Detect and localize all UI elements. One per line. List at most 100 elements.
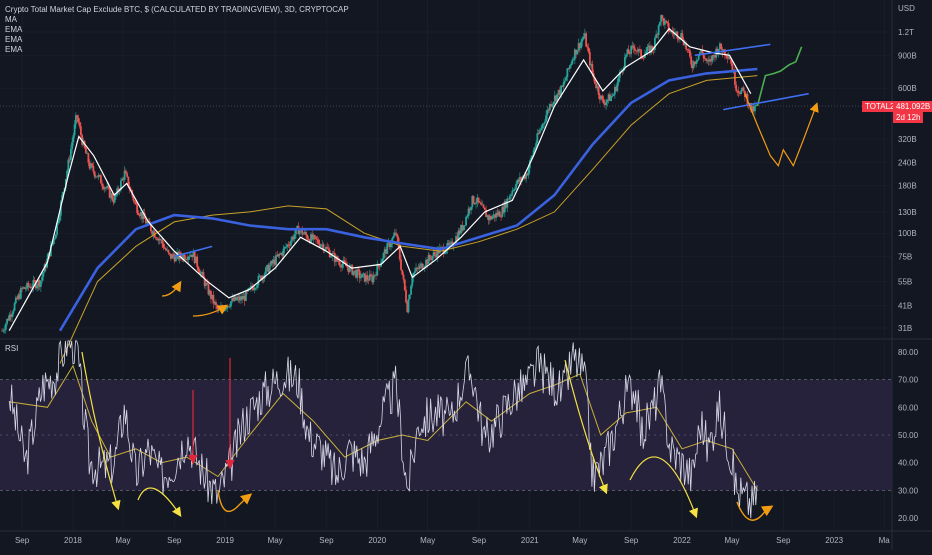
candle-body [303, 231, 306, 234]
candle-body [367, 279, 370, 281]
candle-body [465, 216, 467, 226]
price-tick-label: 130B [898, 208, 917, 217]
candle-body [47, 252, 50, 259]
candle-body [685, 42, 688, 50]
candle-body [6, 318, 8, 324]
candle-body [730, 59, 733, 64]
candle-body [205, 282, 207, 286]
legend-ema-1[interactable]: EMA [5, 25, 23, 34]
candle-body [532, 150, 535, 156]
candle-body [215, 301, 217, 306]
candle-body [606, 99, 609, 102]
candle-body [496, 212, 499, 216]
candle-body [427, 255, 430, 264]
candle-body [456, 236, 459, 240]
candle-body [510, 194, 512, 197]
legend-ema-2[interactable]: EMA [5, 35, 23, 44]
candle-body [293, 234, 296, 240]
series-layer [1, 14, 803, 519]
candle-body [348, 266, 351, 273]
candle-body [185, 259, 187, 260]
candle-body [431, 256, 434, 261]
candle-body [562, 82, 565, 87]
candle-body [2, 330, 5, 332]
candle-body [602, 99, 605, 104]
candle-body [109, 193, 112, 198]
candle-body [343, 260, 346, 263]
candle-body [145, 218, 147, 224]
candle-body [443, 253, 446, 254]
candle-body [401, 269, 404, 275]
candle-body [241, 296, 244, 300]
candle-body [96, 176, 99, 178]
candle-body [741, 87, 744, 91]
candle-body [498, 211, 501, 217]
rsi-label[interactable]: RSI [5, 344, 19, 353]
candle-body [33, 280, 36, 282]
candle-body [608, 94, 611, 102]
rsi-line [8, 340, 758, 519]
rsi-tick-label: 20.00 [898, 514, 919, 523]
candle-body [627, 49, 630, 54]
candle-body [612, 94, 615, 96]
candle-body [17, 294, 20, 300]
candle-body [277, 254, 280, 257]
candle-body [155, 237, 157, 239]
candle-body [751, 106, 754, 112]
candle-body [701, 49, 704, 54]
candle-body [14, 297, 17, 304]
candle-body [321, 244, 324, 246]
candle-body [61, 195, 64, 202]
x-tick-label: 2022 [673, 536, 691, 545]
candle-body [97, 175, 100, 178]
candle-body [558, 89, 561, 96]
candle-body [56, 222, 59, 235]
candle-body [436, 248, 439, 258]
candle-body [600, 95, 603, 100]
legend-ema-3[interactable]: EMA [5, 45, 23, 54]
candle-body [692, 61, 695, 69]
candle-body [626, 49, 629, 55]
candle-body [151, 231, 154, 235]
rsi-tick-label: 50.00 [898, 431, 919, 440]
candle-body [102, 186, 105, 190]
x-tick-label: 2021 [521, 536, 539, 545]
candle-body [18, 294, 21, 299]
candle-body [508, 196, 511, 200]
candle-body [360, 277, 362, 279]
candle-body [8, 314, 11, 321]
candle-body [126, 173, 129, 177]
candle-body [675, 31, 678, 33]
orange-projection-arrow [744, 93, 819, 168]
candle-body [661, 15, 664, 19]
candle-body [447, 243, 450, 245]
candle-body [726, 56, 729, 59]
legend-ma[interactable]: MA [5, 15, 17, 24]
candle-body [583, 33, 586, 37]
candle-body [686, 49, 689, 50]
candle-body [711, 55, 714, 62]
candle-body [225, 308, 227, 310]
candle-body [577, 43, 580, 51]
candle-body [689, 50, 691, 57]
candle-body [477, 197, 480, 202]
candle-body [108, 187, 111, 198]
candle-body [188, 256, 191, 258]
chart-title: Crypto Total Market Cap Exclude BTC, $ (… [5, 5, 349, 14]
candle-body [4, 323, 7, 330]
candle-body [236, 298, 239, 301]
candle-body [607, 94, 610, 100]
candle-body [22, 287, 25, 289]
candle-body [34, 281, 37, 289]
candle-body [386, 243, 389, 254]
candle-body [617, 77, 620, 83]
candle-body [41, 276, 44, 281]
price-tag-countdown: 2d 12h [893, 112, 924, 123]
candle-body [272, 259, 275, 264]
candle-body [702, 53, 705, 59]
candle-body [481, 204, 484, 206]
candle-body [312, 235, 315, 240]
candle-body [243, 295, 246, 301]
axis-layer: Sep 2018 May Sep 2019 May Sep 2020 May Sep 2021 May… [15, 4, 919, 545]
